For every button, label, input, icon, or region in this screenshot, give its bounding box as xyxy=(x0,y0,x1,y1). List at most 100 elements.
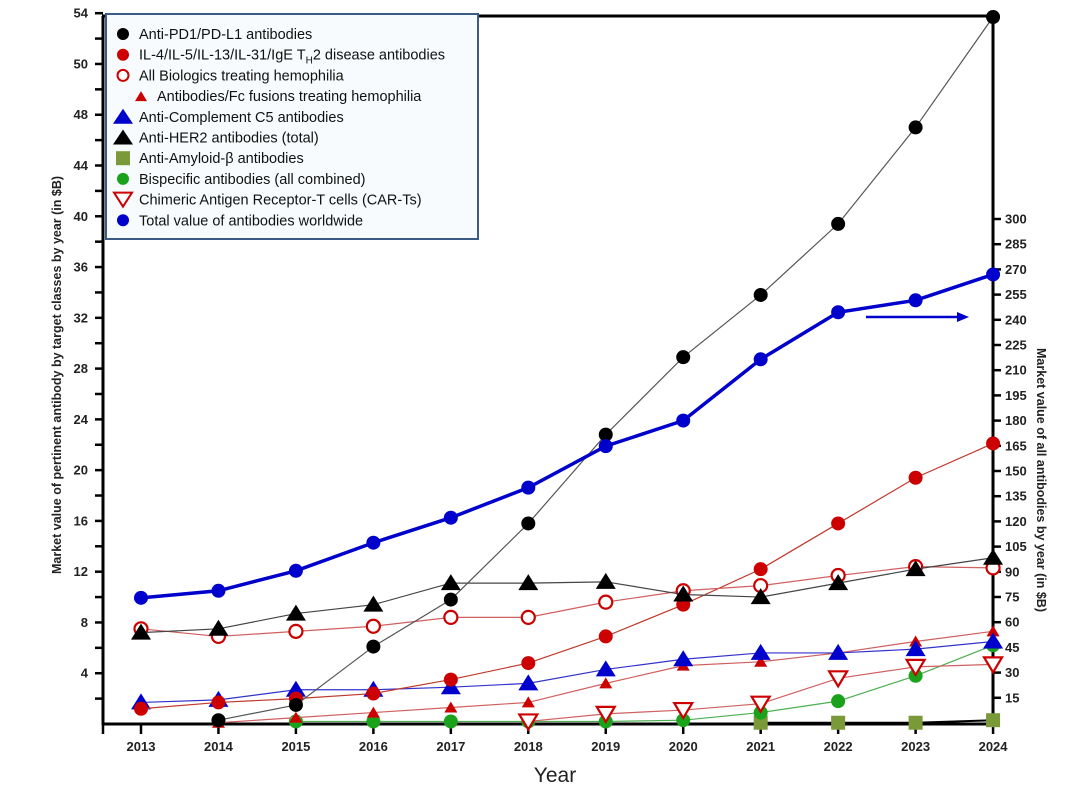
series-0-point xyxy=(443,592,458,607)
right-axis-ticks: 15 30 45 60 75 90 105 120 135 150 165 180 195 210 225 2… xyxy=(993,212,1027,705)
right-tick-label: 255 xyxy=(1005,287,1027,302)
series-2-point xyxy=(520,609,536,625)
series-0-point xyxy=(598,427,613,442)
right-tick-label: 105 xyxy=(1005,539,1027,554)
x-tick-label: 2017 xyxy=(436,739,465,754)
series-4-point xyxy=(518,674,539,691)
x-tick-label: 2024 xyxy=(979,739,1009,754)
right-tick-label: 240 xyxy=(1005,312,1027,327)
legend-item: Bispecific antibodies (all combined) xyxy=(117,172,365,188)
series-8-group xyxy=(517,656,1005,732)
series-5-point xyxy=(208,619,229,636)
legend-item: Anti-PD1/PD-L1 antibodies xyxy=(117,27,312,43)
left-tick-label: 4 xyxy=(81,666,89,681)
right-tick-label: 150 xyxy=(1005,464,1027,479)
series-7-line xyxy=(295,644,994,723)
left-tick-label: 32 xyxy=(74,310,88,325)
right-tick-label: 285 xyxy=(1005,237,1027,252)
series-5-point xyxy=(595,572,616,589)
right-axis-arrow-annotation xyxy=(866,312,969,322)
series-1-point xyxy=(908,470,923,485)
series-0-point xyxy=(831,216,846,231)
x-tick-label: 2022 xyxy=(824,739,853,754)
right-tick-label: 15 xyxy=(1005,690,1019,705)
series-7-point xyxy=(366,714,381,729)
left-tick-label: 20 xyxy=(74,463,88,478)
series-5-line xyxy=(140,557,994,634)
right-tick-label: 270 xyxy=(1005,262,1027,277)
series-9-point xyxy=(211,583,226,598)
series-5-point xyxy=(828,574,849,591)
left-tick-label: 40 xyxy=(74,209,88,224)
series-9-point xyxy=(134,590,148,605)
left-tick-label: 24 xyxy=(74,412,89,427)
x-tick-label: 2020 xyxy=(669,739,698,754)
series-2-point xyxy=(598,594,614,610)
series-6-point xyxy=(753,715,768,730)
series-3-point xyxy=(754,655,768,667)
series-8-point xyxy=(517,713,540,732)
series-8-point xyxy=(982,656,1005,675)
series-9-point xyxy=(521,480,536,495)
series-8-point xyxy=(827,670,850,689)
y-axis-left-title: Market value of pertinent antibody by ta… xyxy=(50,176,64,574)
series-7-group xyxy=(288,638,1001,729)
legend-item: Anti-Complement C5 antibodies xyxy=(113,108,344,126)
right-tick-label: 45 xyxy=(1005,640,1019,655)
series-4-point xyxy=(595,660,616,677)
right-tick-label: 90 xyxy=(1005,564,1019,579)
legend-marker-icon xyxy=(117,48,129,61)
left-tick-label: 54 xyxy=(74,6,89,21)
series-6-point xyxy=(986,713,1001,728)
series-9-point xyxy=(753,352,768,367)
left-tick-label: 12 xyxy=(74,564,88,579)
series-3-point xyxy=(521,696,535,708)
series-6-group xyxy=(753,713,1001,730)
series-3-group xyxy=(211,625,1000,728)
x-tick-label: 2021 xyxy=(746,739,775,754)
series-5-point xyxy=(363,595,384,612)
legend-label: All Biologics treating hemophilia xyxy=(139,68,345,84)
x-tick-label: 2018 xyxy=(514,739,543,754)
series-4-point xyxy=(828,643,849,660)
series-6-line xyxy=(760,719,994,724)
legend-item: Antibodies/Fc fusions treating hemophili… xyxy=(135,89,422,105)
series-1-point xyxy=(986,436,1001,451)
series-9-point xyxy=(443,510,458,525)
right-tick-label: 30 xyxy=(1005,665,1019,680)
series-9-point xyxy=(831,305,846,320)
y-axis-right-title: Market value of all antibodies by year (… xyxy=(1034,348,1048,612)
right-tick-label: 60 xyxy=(1005,615,1019,630)
legend-box xyxy=(105,13,479,240)
legend-label: Chimeric Antigen Receptor-T cells (CAR-T… xyxy=(139,193,422,209)
series-1-line xyxy=(140,442,994,710)
legend-label: Anti-Amyloid-β antibodies xyxy=(139,151,304,167)
x-axis-ticks: 2013 2014 2015 2016 2017 2018 2019 2020 2021 2022… xyxy=(101,724,1009,754)
series-5-point xyxy=(983,548,1004,565)
series-5-point xyxy=(905,560,926,577)
series-4-point xyxy=(983,632,1004,649)
legend-marker-icon xyxy=(135,91,147,102)
series-5-point xyxy=(440,574,461,591)
series-4-group xyxy=(131,632,1004,710)
legend-item: Chimeric Antigen Receptor-T cells (CAR-T… xyxy=(112,191,422,209)
legend-marker-icon xyxy=(116,151,130,166)
series-0-point xyxy=(211,713,226,728)
x-tick-label: 2023 xyxy=(901,739,930,754)
series-2-group xyxy=(133,559,1001,645)
legend-item: Anti-Amyloid-β antibodies xyxy=(116,151,304,167)
series-3-point xyxy=(366,706,380,718)
right-tick-label: 210 xyxy=(1005,363,1027,378)
series-0-point xyxy=(366,639,381,654)
series-0-point xyxy=(753,287,768,302)
series-5-point xyxy=(285,604,306,621)
series-6-point xyxy=(831,715,846,730)
series-9-line xyxy=(140,272,994,600)
series-1-point xyxy=(831,516,846,531)
legend-label: IL-4/IL-5/IL-13/IL-31/IgE TH2 disease an… xyxy=(139,48,445,67)
series-8-point xyxy=(672,701,695,721)
x-tick-label: 2014 xyxy=(204,739,234,754)
left-tick-label: 50 xyxy=(74,56,88,71)
series-0-point xyxy=(521,516,536,531)
